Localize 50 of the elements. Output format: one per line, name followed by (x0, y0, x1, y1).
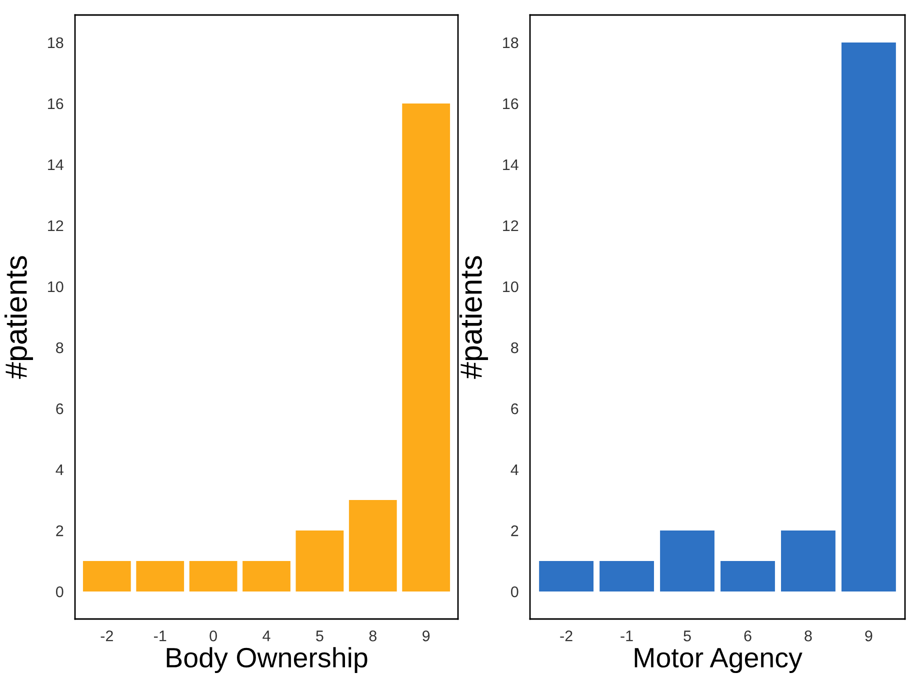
y-tick-label: 8 (56, 342, 64, 354)
bar (296, 530, 344, 592)
y-tick-label: 12 (503, 220, 518, 232)
y-tick-label: 14 (503, 160, 518, 170)
y-tick-label: 10 (503, 281, 518, 292)
y-tick-label: 10 (48, 281, 64, 292)
x-axis-title: Motor Agency (634, 648, 802, 674)
y-tick-label: 16 (48, 98, 64, 110)
bar (600, 561, 654, 592)
y-tick-label: 12 (48, 220, 64, 232)
y-tick-label: 18 (503, 37, 518, 48)
y-tick-label: 4 (56, 464, 64, 476)
y-tick-label: 0 (510, 586, 518, 598)
y-axis-title: #patients (460, 256, 488, 379)
bar (781, 530, 836, 592)
y-tick-label: 14 (48, 160, 64, 170)
x-tick-label: 0 (210, 630, 217, 642)
bar (189, 561, 238, 592)
x-tick-label: -1 (154, 630, 166, 642)
x-tick-label: 4 (262, 630, 270, 642)
y-tick-label: 6 (56, 403, 64, 414)
x-tick-label: 9 (865, 630, 872, 642)
x-tick-label: -2 (560, 630, 572, 642)
x-tick-label: 5 (316, 630, 324, 642)
bar (82, 561, 131, 592)
x-tick-label: -2 (100, 630, 113, 642)
bar (539, 561, 594, 592)
x-tick-label: 9 (422, 630, 430, 642)
bar (841, 42, 896, 592)
y-tick-label: 16 (503, 98, 518, 110)
x-tick-label: 6 (744, 630, 752, 642)
y-tick-label: 6 (511, 403, 518, 414)
bar (720, 561, 775, 592)
x-axis-title: Body Ownership (166, 647, 368, 674)
y-tick-label: 4 (510, 464, 518, 476)
y-tick-label: 18 (48, 37, 64, 48)
y-tick-label: 2 (56, 525, 64, 536)
x-tick-label: 5 (684, 630, 691, 642)
bar (660, 530, 714, 592)
x-tick-label: -1 (620, 630, 633, 642)
bar (136, 561, 184, 592)
bar (242, 561, 290, 592)
x-tick-label: 8 (369, 630, 376, 642)
bar (402, 103, 450, 592)
x-tick-label: 8 (804, 630, 812, 642)
y-tick-label: 8 (511, 342, 518, 354)
bar (348, 500, 397, 592)
y-tick-label: 2 (511, 525, 518, 536)
y-axis-title: #patients (4, 256, 34, 379)
y-tick-label: 0 (56, 586, 64, 598)
